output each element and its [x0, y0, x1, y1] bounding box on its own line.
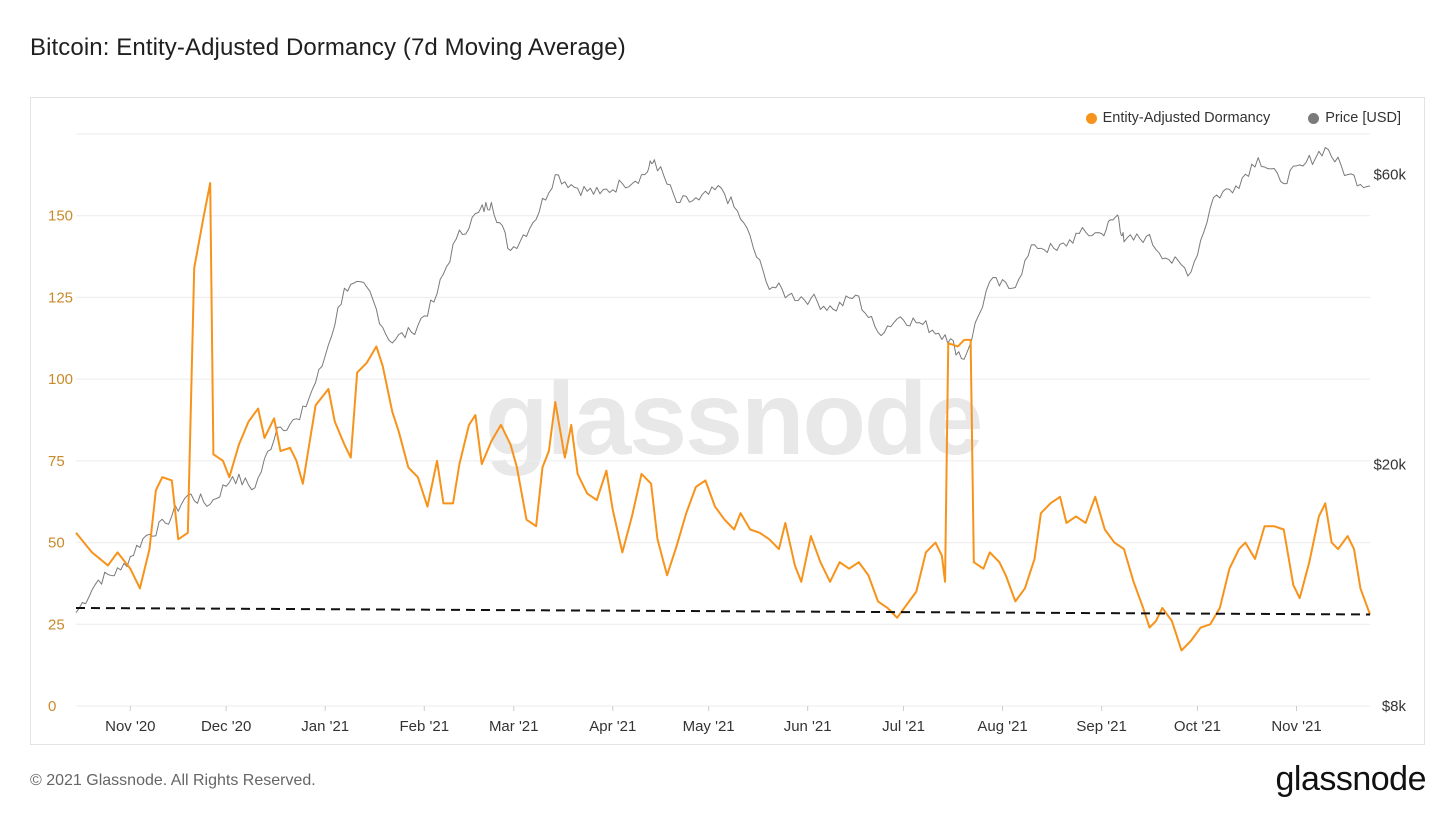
- right-axis-tick-label: $60k: [1373, 167, 1406, 184]
- x-axis-tick-label: Sep '21: [1076, 718, 1126, 735]
- x-axis-ticks: Nov '20 Dec '20 Jan '21 Feb '21 Mar '21 Apr '…: [105, 706, 1322, 735]
- x-axis-tick-label: Dec '20: [201, 718, 251, 735]
- brand-logo: glassnode: [1275, 760, 1426, 798]
- legend-dot-gray-icon: [1308, 112, 1320, 124]
- legend-label-dormancy: Entity-Adjusted Dormancy: [1102, 110, 1271, 126]
- x-axis-tick-label: Nov '21: [1271, 718, 1321, 735]
- x-axis-tick-label: Nov '20: [105, 718, 155, 735]
- right-axis-ticks: $8k $20k $60k: [1373, 167, 1406, 715]
- left-axis-tick-label: 125: [48, 289, 73, 306]
- legend-item-price[interactable]: Price [USD]: [1308, 110, 1401, 126]
- grid-lines: [76, 133, 1370, 707]
- left-axis-tick-label: 100: [48, 371, 73, 388]
- chart-legend: Entity-Adjusted Dormancy Price [USD]: [1085, 110, 1401, 126]
- price-series-line: [75, 147, 1371, 613]
- legend-dot-orange-icon: [1085, 112, 1097, 124]
- legend-label-price: Price [USD]: [1325, 110, 1401, 126]
- legend-item-dormancy[interactable]: Entity-Adjusted Dormancy: [1085, 110, 1271, 126]
- page-title: Bitcoin: Entity-Adjusted Dormancy (7d Mo…: [30, 34, 626, 61]
- x-axis-tick-label: Jun '21: [784, 718, 832, 735]
- x-axis-tick-label: May '21: [683, 718, 735, 735]
- dormancy-series-line: [75, 182, 1371, 652]
- left-axis-ticks: 0 25 50 75 100 125 150: [48, 208, 73, 715]
- left-axis-tick-label: 0: [48, 698, 56, 715]
- x-axis-tick-label: Feb '21: [399, 718, 449, 735]
- left-axis-tick-label: 25: [48, 616, 65, 633]
- left-axis-tick-label: 75: [48, 453, 65, 470]
- right-axis-tick-label: $20k: [1373, 456, 1406, 473]
- x-axis-tick-label: Jul '21: [882, 718, 925, 735]
- copyright-text: © 2021 Glassnode. All Rights Reserved.: [30, 772, 316, 789]
- left-axis-tick-label: 150: [48, 208, 73, 225]
- x-axis-tick-label: Jan '21: [301, 718, 349, 735]
- x-axis-tick-label: Oct '21: [1174, 718, 1221, 735]
- chart-frame: [30, 97, 1425, 745]
- dashed-threshold-line: [75, 606, 1371, 616]
- x-axis-tick-label: Apr '21: [589, 718, 636, 735]
- x-axis-tick-label: Aug '21: [977, 718, 1027, 735]
- watermark-text: glassnode: [485, 361, 983, 477]
- left-axis-tick-label: 50: [48, 535, 65, 552]
- series-lines: [75, 147, 1371, 652]
- right-axis-tick-label: $8k: [1382, 698, 1407, 715]
- x-axis-tick-label: Mar '21: [489, 718, 539, 735]
